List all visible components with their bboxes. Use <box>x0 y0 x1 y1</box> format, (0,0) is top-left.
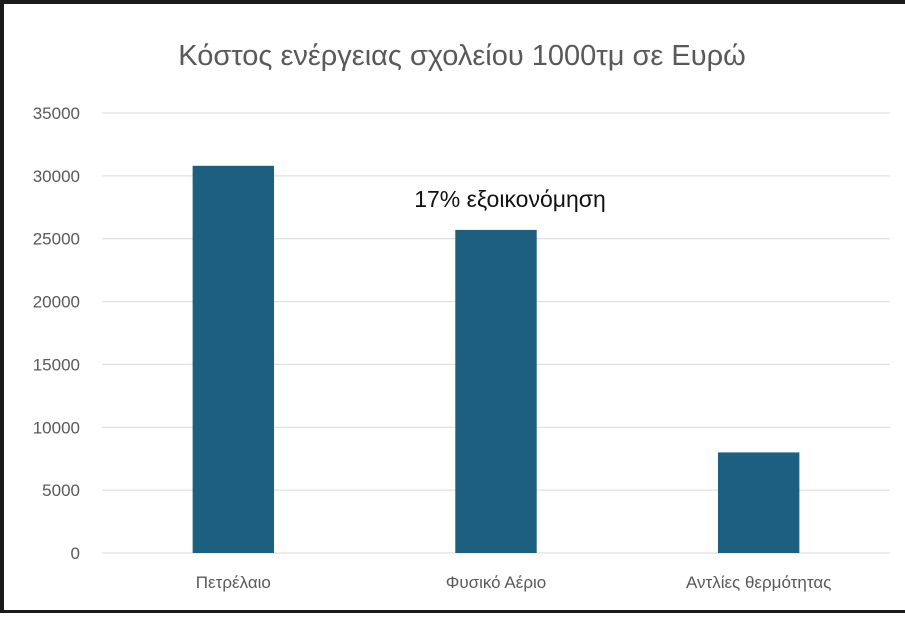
y-tick-label: 10000 <box>33 418 80 437</box>
category-label: Πετρέλαιο <box>196 573 271 592</box>
y-tick-label: 30000 <box>33 167 80 186</box>
category-label: Φυσικό Αέριο <box>446 573 546 592</box>
y-tick-label: 5000 <box>42 481 80 500</box>
y-tick-label: 25000 <box>33 230 80 249</box>
x-axis-category-labels: Πετρέλαιο Φυσικό Αέριο Αντλίες θερμότητας <box>196 573 832 592</box>
bar-chart: Κόστος ενέργειας σχολείου 1000τμ σε Ευρώ… <box>33 40 890 592</box>
bars <box>192 165 800 554</box>
bar-2 <box>455 229 537 553</box>
bar-1 <box>192 165 275 554</box>
y-tick-label: 35000 <box>33 104 80 123</box>
y-tick-label: 15000 <box>33 355 80 374</box>
y-tick-label: 20000 <box>33 293 80 312</box>
chart-title: Κόστος ενέργειας σχολείου 1000τμ σε Ευρώ <box>178 40 746 72</box>
bar-3 <box>717 452 800 553</box>
category-label: Αντλίες θερμότητας <box>686 573 831 592</box>
y-axis-tick-labels: 0 5000 10000 15000 20000 25000 30000 35000 <box>33 104 80 563</box>
y-tick-label: 0 <box>71 544 80 563</box>
savings-annotation: 17% εξοικονόμηση <box>414 186 606 212</box>
